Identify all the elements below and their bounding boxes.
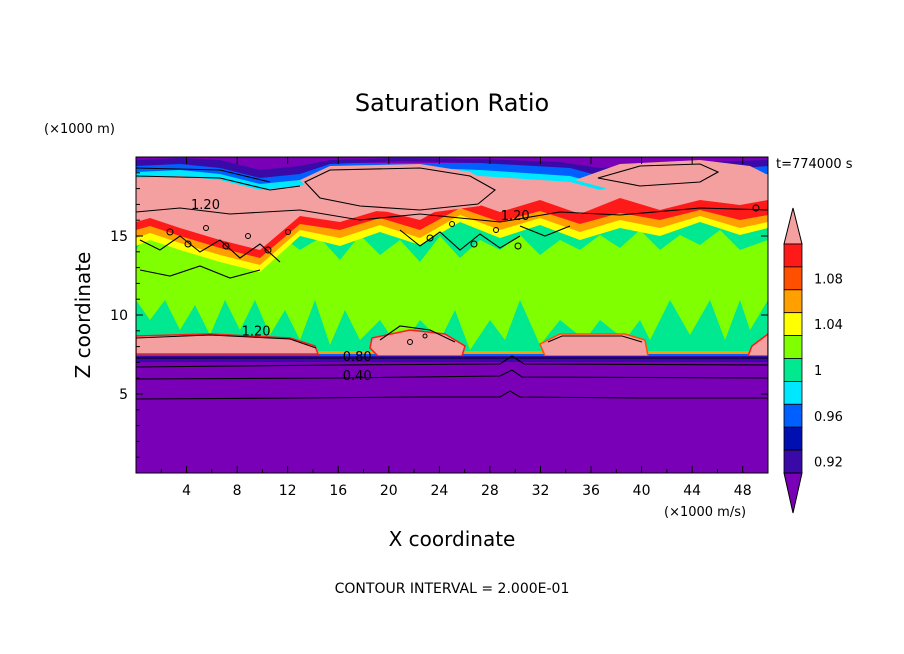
- x-axis-label: X coordinate: [389, 527, 516, 551]
- contour-dot: [166, 228, 174, 236]
- colorbar-band: [783, 449, 803, 474]
- colorbar-band: [783, 358, 803, 382]
- contour-mid-wiggle-1: [139, 235, 281, 263]
- contour-0-40: [136, 390, 768, 400]
- x-tick-label: 20: [380, 483, 398, 499]
- colorbar-band: [783, 426, 803, 451]
- contour-labels: 1.20 1.20 1.20 0.80 0.40: [191, 198, 530, 384]
- colorbar-tick-label: 1.04: [814, 318, 843, 333]
- contour-0-80: [136, 355, 768, 368]
- contour-label: 1.20: [242, 325, 271, 340]
- y-axis-unit: (×1000 m): [44, 122, 115, 137]
- contour-label: 1.20: [191, 198, 220, 213]
- x-tick-label: 44: [683, 483, 701, 499]
- x-tick-label: 4: [182, 483, 191, 499]
- x-tick-label: 24: [430, 483, 448, 499]
- contour-1-20-low-right: [547, 335, 643, 343]
- plot-area: 1.20 1.20 1.20 0.80 0.40: [136, 157, 768, 473]
- x-tick-label: 48: [734, 483, 752, 499]
- chart-title: Saturation Ratio: [355, 89, 549, 117]
- colorbar-band: [783, 380, 803, 405]
- x-axis-ticks: 4 8 12 16 20 24 28 32 36 40 44 48: [160, 157, 752, 499]
- colorbar-extend-min: [783, 472, 803, 514]
- contour-cloud-upper-left: [304, 167, 496, 211]
- contour-interval-note: CONTOUR INTERVAL = 2.000E-01: [335, 581, 570, 597]
- cloud-low-middle: [369, 329, 466, 357]
- contour-1-20-upper: [136, 207, 768, 223]
- contour-dot: [514, 242, 522, 250]
- colorbar-tick-label: 0.92: [814, 456, 843, 471]
- cloud-mass-upper-right: [575, 160, 768, 200]
- colorbar-extend-max: [783, 207, 803, 245]
- layer-mid-lightgreen: [136, 228, 768, 350]
- contour-0-60: [136, 369, 768, 380]
- contour-dot: [422, 333, 428, 339]
- contour-lines: [136, 163, 768, 400]
- contour-dot: [184, 240, 192, 248]
- colorbar-tick-label: 1.08: [814, 272, 843, 287]
- cloud-low-right: [539, 333, 649, 357]
- x-tick-label: 12: [279, 483, 297, 499]
- cloud-low-left: [136, 333, 320, 355]
- contour-mid-wiggle-3: [139, 265, 261, 279]
- contour-dot: [407, 339, 413, 345]
- cloud-low-far-right: [746, 333, 768, 357]
- colorbar-band: [783, 289, 803, 314]
- x-tick-label: 28: [481, 483, 499, 499]
- contour-cloud-upper-right: [597, 163, 720, 187]
- contour-mid-wiggle-4: [519, 225, 571, 237]
- layer-top-dry: [136, 157, 768, 170]
- contour-label: 1.20: [501, 209, 530, 224]
- contour-dot: [752, 204, 760, 212]
- y-axis-label: Z coordinate: [71, 252, 95, 379]
- contour-dot: [222, 242, 230, 250]
- x-tick-label: 32: [532, 483, 550, 499]
- y-tick-label: 15: [110, 229, 128, 245]
- time-label: t=774000 s: [776, 157, 853, 172]
- x-tick-label: 8: [233, 483, 242, 499]
- contour-dot: [426, 234, 434, 242]
- contour-dot: [470, 240, 478, 248]
- contour-mid-wiggle-2: [399, 229, 521, 251]
- layer-lower-transition: [136, 356, 768, 362]
- colorbar: 0.92 0.96 1 1.04 1.08: [783, 207, 843, 514]
- contour-dot: [449, 221, 455, 227]
- contour-1-20-low-left: [136, 334, 317, 349]
- colorbar-band: [783, 312, 803, 337]
- contour-top-2: [136, 167, 271, 183]
- contour-dot: [264, 246, 272, 254]
- colorbar-tick-label: 0.96: [814, 410, 843, 425]
- colorbar-band: [783, 335, 803, 359]
- contour-dot: [245, 233, 251, 239]
- layer-upper-pink: [136, 172, 768, 250]
- y-tick-label: 5: [119, 387, 128, 403]
- contour-label: 0.40: [343, 369, 372, 384]
- x-tick-label: 40: [633, 483, 651, 499]
- layer-lower-dry: [136, 356, 768, 473]
- x-axis-unit: (×1000 m/s): [664, 505, 746, 520]
- contour-top-1: [136, 175, 301, 191]
- colorbar-tick-label: 1: [814, 364, 822, 379]
- contour-mid-wiggle-5: [379, 325, 456, 343]
- y-tick-label: 10: [110, 308, 128, 324]
- contour-dot: [285, 229, 291, 235]
- colorbar-band: [783, 403, 803, 428]
- colorbar-band: [783, 243, 803, 268]
- contour-label: 0.80: [343, 350, 372, 365]
- colorbar-band: [783, 266, 803, 291]
- contour-dot: [493, 227, 499, 233]
- cloud-mass-upper-left: [300, 164, 500, 214]
- contour-dot: [203, 225, 209, 231]
- y-axis-ticks: 5 10 15: [110, 172, 768, 458]
- x-tick-label: 36: [582, 483, 600, 499]
- x-tick-label: 16: [329, 483, 347, 499]
- contour-dots: [166, 204, 760, 345]
